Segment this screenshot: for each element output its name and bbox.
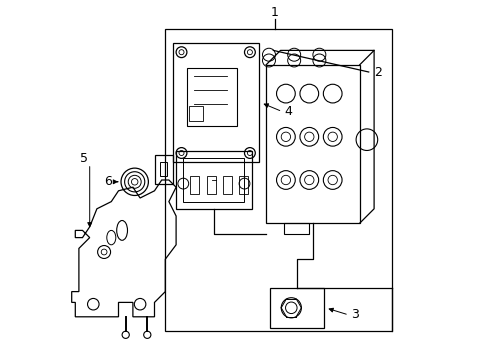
Bar	[188, 106, 203, 121]
Text: 2: 2	[373, 66, 381, 78]
Bar	[239, 176, 247, 194]
Text: 4: 4	[284, 105, 291, 118]
Bar	[206, 176, 215, 194]
Bar	[190, 176, 199, 194]
Bar	[183, 158, 244, 202]
Bar	[154, 155, 172, 184]
Bar	[284, 223, 309, 234]
Text: 6: 6	[103, 175, 111, 188]
Bar	[269, 288, 323, 328]
Bar	[186, 68, 237, 126]
Text: 1: 1	[271, 6, 279, 19]
Bar	[172, 43, 258, 162]
Text: 3: 3	[350, 309, 358, 321]
Bar	[160, 162, 167, 176]
Text: 5: 5	[80, 152, 88, 165]
Bar	[223, 176, 231, 194]
Bar	[165, 29, 391, 331]
Bar	[265, 65, 359, 223]
Bar	[176, 151, 251, 209]
